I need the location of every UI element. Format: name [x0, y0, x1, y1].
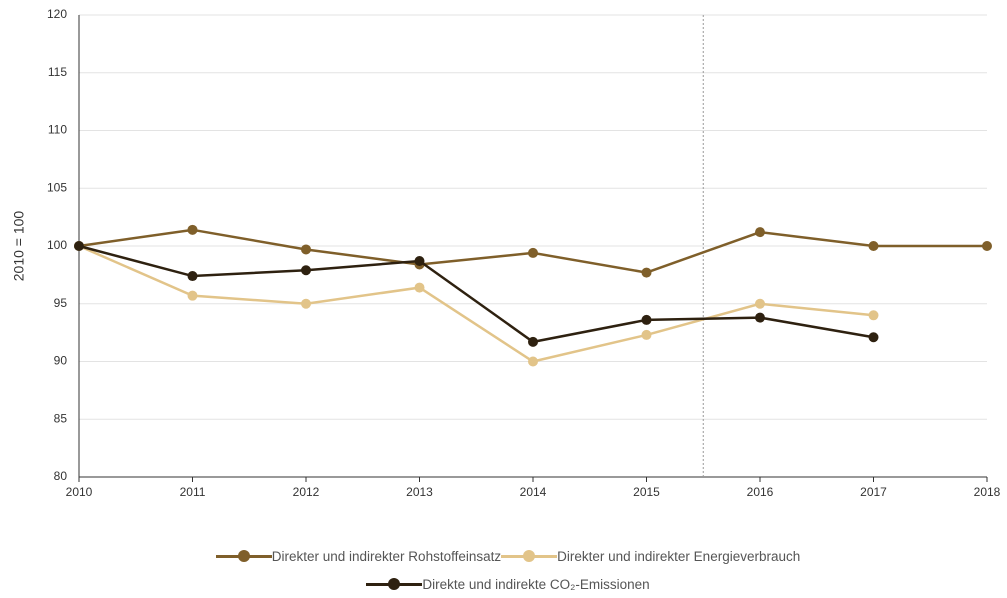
series-line — [78, 244, 874, 363]
data-point — [528, 356, 538, 367]
y-axis-label: 2010 = 100 — [11, 211, 27, 282]
y-tick-label: 105 — [47, 180, 67, 194]
data-point — [868, 332, 879, 343]
x-tick-label: 2012 — [293, 485, 320, 499]
data-point — [982, 241, 992, 251]
data-point — [528, 247, 538, 258]
data-point — [755, 227, 765, 238]
x-tick-label: 2015 — [633, 485, 660, 499]
data-point — [301, 265, 311, 276]
y-tick-label: 115 — [48, 65, 67, 79]
y-tick-label: 90 — [54, 354, 68, 368]
legend-swatch — [501, 545, 558, 567]
data-point — [414, 256, 425, 267]
data-point — [301, 298, 311, 309]
legend-swatch — [366, 573, 423, 595]
legend-item: Direkter und indirekter Energieverbrauch — [501, 545, 800, 567]
data-point — [755, 312, 765, 323]
data-point — [301, 244, 311, 255]
data-point — [641, 267, 652, 278]
y-tick-label: 100 — [47, 238, 67, 252]
y-tick-label: 120 — [47, 7, 67, 21]
legend: Direkter und indirekter Rohstoffeinsatz D… — [128, 545, 888, 595]
y-tick-label: 95 — [54, 296, 68, 310]
series-line — [78, 244, 874, 344]
legend-label: Direkte und indirekte CO₂-Emissionen — [422, 576, 650, 592]
y-tick-label: 110 — [48, 123, 67, 137]
x-tick-label: 2011 — [180, 485, 206, 499]
chart: 2010 = 100 80 85 90 95 100 105 110 115 120 2010 20… — [11, 7, 1001, 499]
x-tick-label: 2014 — [520, 485, 547, 499]
y-tick-label: 80 — [54, 469, 68, 483]
x-tick-label: 2013 — [406, 485, 433, 499]
data-point — [187, 224, 198, 235]
x-tick-label: 2010 — [66, 485, 93, 499]
x-tick-label: 2018 — [974, 485, 1001, 499]
legend-swatch — [215, 545, 272, 567]
y-tick-label: 85 — [54, 411, 68, 425]
data-point — [528, 336, 538, 347]
data-point — [187, 271, 198, 282]
data-point — [641, 314, 652, 325]
data-point — [74, 241, 84, 251]
x-tick-label: 2017 — [860, 485, 887, 499]
data-point — [641, 329, 652, 340]
x-tick-label: 2016 — [747, 485, 774, 499]
data-point — [414, 282, 425, 293]
legend-item: Direkter und indirekter Rohstoffeinsatz — [215, 545, 502, 567]
data-point — [187, 290, 198, 301]
legend-item: Direkte und indirekte CO₂-Emissionen — [366, 573, 650, 595]
data-point — [755, 298, 765, 309]
data-point — [868, 241, 879, 251]
legend-label: Direkter und indirekter Energieverbrauch — [557, 548, 801, 564]
legend-label: Direkter und indirekter Rohstoffeinsatz — [271, 548, 502, 564]
data-point — [868, 310, 879, 321]
